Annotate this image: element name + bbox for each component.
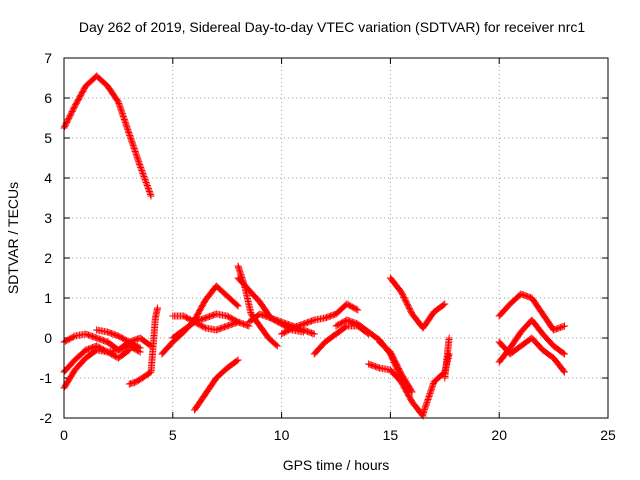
trace-sample bbox=[137, 164, 145, 171]
x-tick-label: 10 bbox=[274, 427, 290, 443]
series-pass-g bbox=[191, 356, 242, 414]
series-pass-s bbox=[386, 274, 449, 332]
trace-sample bbox=[143, 180, 151, 188]
data-point bbox=[154, 304, 162, 312]
trace-sample bbox=[141, 174, 149, 182]
trace-sample bbox=[440, 301, 448, 309]
trace-sample bbox=[143, 182, 151, 189]
data-point bbox=[136, 344, 144, 352]
trace-sample bbox=[272, 341, 280, 349]
data-point bbox=[441, 300, 449, 308]
data-point bbox=[560, 368, 568, 376]
trace-sample bbox=[135, 343, 143, 351]
trace-sample bbox=[233, 301, 241, 309]
gridlines bbox=[64, 58, 608, 418]
series-pass-v bbox=[495, 290, 568, 334]
trace-sample bbox=[138, 167, 146, 174]
data-point bbox=[310, 330, 318, 338]
trace-sample bbox=[142, 177, 150, 185]
y-tick-label: 6 bbox=[44, 90, 52, 106]
x-tick-label: 0 bbox=[60, 427, 68, 443]
series-pass-t bbox=[419, 350, 453, 418]
trace-sample bbox=[137, 165, 145, 173]
series-pass-r bbox=[376, 338, 416, 396]
trace-sample bbox=[145, 186, 153, 194]
trace-sample bbox=[144, 183, 152, 191]
series-pass-a bbox=[60, 72, 155, 200]
y-tick-label: 0 bbox=[44, 330, 52, 346]
trace-sample bbox=[145, 188, 153, 195]
x-tick-label: 25 bbox=[600, 427, 616, 443]
plot-frame bbox=[63, 57, 609, 419]
trace-sample bbox=[139, 170, 147, 177]
series-pass-n bbox=[278, 300, 362, 338]
x-tick-label: 15 bbox=[383, 427, 399, 443]
data-point bbox=[408, 388, 416, 396]
data-points bbox=[60, 72, 568, 420]
data-point bbox=[273, 342, 281, 350]
y-tick-label: 3 bbox=[44, 210, 52, 226]
trace-sample bbox=[138, 168, 146, 176]
trace-sample bbox=[144, 185, 152, 192]
y-tick-label: 5 bbox=[44, 130, 52, 146]
trace-sample bbox=[139, 171, 147, 179]
trace-sample bbox=[70, 333, 78, 341]
series-pass-c bbox=[60, 342, 133, 376]
trace-sample bbox=[560, 367, 568, 375]
series-pass-w bbox=[495, 316, 568, 366]
y-tick-label: 4 bbox=[44, 170, 52, 186]
series-pass-e bbox=[93, 326, 144, 352]
trace-sample bbox=[142, 179, 150, 186]
x-tick-label: 5 bbox=[169, 427, 177, 443]
series-pass-d bbox=[60, 330, 144, 356]
series-pass-u bbox=[441, 334, 453, 382]
trace-sample bbox=[146, 191, 154, 198]
x-axis-label: GPS time / hours bbox=[283, 457, 390, 473]
y-tick-label: -1 bbox=[40, 370, 53, 386]
trace-sample bbox=[407, 387, 415, 395]
series-pass-j bbox=[169, 312, 242, 334]
trace-sample bbox=[146, 189, 154, 197]
y-tick-label: 1 bbox=[44, 290, 52, 306]
chart-title: Day 262 of 2019, Sidereal Day-to-day VTE… bbox=[79, 19, 585, 35]
data-point bbox=[234, 302, 242, 310]
y-tick-label: 2 bbox=[44, 250, 52, 266]
trace-sample bbox=[352, 305, 360, 313]
trace-sample bbox=[233, 357, 241, 365]
series-pass-x bbox=[495, 334, 568, 376]
x-tick-label: 20 bbox=[491, 427, 507, 443]
data-point bbox=[445, 334, 453, 342]
trace-sample bbox=[140, 173, 148, 180]
y-axis-label: SDTVAR / TECUs bbox=[5, 182, 21, 294]
trace-sample bbox=[141, 176, 149, 183]
data-point bbox=[354, 306, 362, 314]
data-point bbox=[147, 192, 155, 200]
data-point bbox=[560, 350, 568, 358]
data-point bbox=[560, 322, 568, 330]
y-tick-label: -2 bbox=[40, 410, 53, 426]
data-point bbox=[234, 356, 242, 364]
data-point bbox=[136, 162, 144, 170]
series-pass-q bbox=[365, 360, 427, 420]
trace-sample bbox=[559, 349, 567, 357]
series-pass-f bbox=[125, 304, 162, 388]
data-point bbox=[234, 318, 242, 326]
y-tick-label: 7 bbox=[44, 50, 52, 66]
data-point bbox=[299, 328, 307, 336]
trace-sample bbox=[200, 323, 208, 331]
